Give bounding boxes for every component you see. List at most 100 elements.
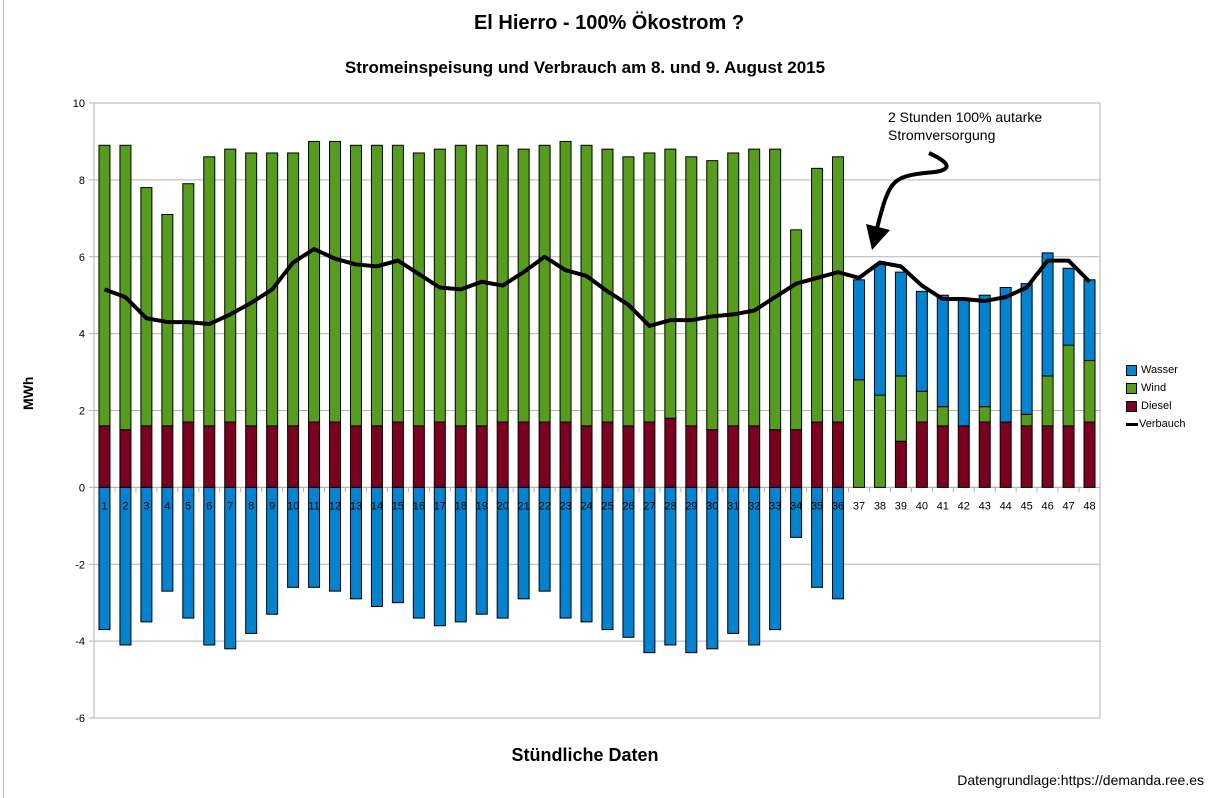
annotation-text: 2 Stunden 100% autarke Stromversorgung <box>888 108 1088 144</box>
annotation-arrow <box>874 151 949 233</box>
x-tick-label: 16 <box>413 500 425 512</box>
x-tick-label: 10 <box>287 500 299 512</box>
bar-diesel <box>832 421 845 488</box>
bar-wind <box>978 406 991 423</box>
bar-diesel <box>748 425 761 488</box>
bar-diesel <box>412 425 425 488</box>
bar-diesel <box>601 421 614 488</box>
bar-wasser <box>664 486 677 646</box>
bars <box>98 140 1096 654</box>
x-tick-label: 45 <box>1021 500 1033 512</box>
bar-wind <box>832 156 845 423</box>
x-tick-label: 23 <box>559 500 571 512</box>
x-tick-label: 21 <box>518 500 530 512</box>
x-tick-label: 40 <box>916 500 928 512</box>
bar-wind <box>894 375 907 442</box>
bar-wind <box>727 152 740 427</box>
x-tick-label: 20 <box>497 500 509 512</box>
bar-diesel <box>559 421 572 488</box>
bar-wasser <box>1083 279 1096 362</box>
x-tick-label: 1 <box>101 500 107 512</box>
bar-wasser <box>894 271 907 377</box>
x-tick-label: 17 <box>434 500 446 512</box>
bar-wasser <box>852 279 865 381</box>
bar-diesel <box>391 421 404 488</box>
bar-wind <box>685 156 698 427</box>
bar-diesel <box>538 421 551 488</box>
bar-wasser <box>433 486 446 627</box>
bar-wind <box>517 148 530 423</box>
bar-wind <box>1020 413 1033 427</box>
bar-diesel <box>308 421 321 488</box>
legend: Wasser Wind Diesel Verbauch <box>1126 361 1185 433</box>
bar-diesel <box>98 425 111 488</box>
legend-item-verbauch: Verbauch <box>1126 415 1185 433</box>
bar-diesel <box>1062 425 1075 488</box>
bar-wasser <box>790 486 803 538</box>
bar-wasser <box>203 486 216 646</box>
bar-wasser <box>811 486 824 588</box>
legend-swatch <box>1126 382 1137 394</box>
bar-wind <box>936 406 949 427</box>
x-tick-label: 11 <box>308 500 319 512</box>
bar-wind <box>811 167 824 423</box>
bar-wasser <box>622 486 635 638</box>
bar-diesel <box>580 425 593 488</box>
bar-diesel <box>727 425 740 488</box>
x-axis-label: Stündliche Daten <box>511 745 659 765</box>
bar-wind <box>706 160 719 431</box>
bar-diesel <box>643 421 656 488</box>
bar-diesel <box>287 425 300 488</box>
x-tick-label: 38 <box>874 500 886 512</box>
bar-wasser <box>873 263 886 396</box>
bar-wasser <box>475 486 488 615</box>
bar-wasser <box>287 486 300 588</box>
annotation-line-2: Stromversorgung <box>888 127 996 143</box>
y-tick-label: 0 <box>79 482 85 494</box>
x-tick-label: 3 <box>143 500 149 512</box>
bar-wasser <box>98 486 111 631</box>
bar-wind <box>370 144 383 427</box>
bar-wasser <box>978 294 991 408</box>
bar-wasser <box>559 486 572 619</box>
bar-diesel <box>370 425 383 488</box>
bar-diesel <box>182 421 195 488</box>
x-tick-label: 31 <box>727 500 739 512</box>
x-tick-label: 14 <box>371 500 383 512</box>
x-tick-label: 15 <box>392 500 404 512</box>
bar-wind <box>391 144 404 423</box>
bar-wind <box>643 152 656 423</box>
bar-wind <box>412 152 425 427</box>
x-tick-label: 19 <box>476 500 488 512</box>
bar-diesel <box>224 421 237 488</box>
x-tick-label: 44 <box>1000 500 1012 512</box>
bar-diesel <box>664 417 677 488</box>
bar-wasser <box>224 486 237 650</box>
bar-wind <box>915 390 928 423</box>
bar-wasser <box>748 486 761 646</box>
x-tick-label: 26 <box>622 500 634 512</box>
bar-diesel <box>957 425 970 488</box>
bar-wind <box>182 183 195 423</box>
bar-wind <box>538 144 551 423</box>
bar-wasser <box>245 486 258 634</box>
bar-wind <box>140 187 153 427</box>
y-tick-label: 6 <box>79 252 85 264</box>
x-tick-label: 27 <box>643 500 655 512</box>
x-tick-label: 36 <box>832 500 844 512</box>
bar-diesel <box>769 429 782 488</box>
bar-wasser <box>119 486 132 646</box>
x-tick-label: 28 <box>664 500 676 512</box>
bar-wasser <box>580 486 593 623</box>
bar-wind <box>873 394 886 488</box>
bar-diesel <box>245 425 258 488</box>
bar-wasser <box>454 486 467 623</box>
chart-title: El Hierro - 100% Ökostrom ? <box>473 12 745 34</box>
x-tick-label: 18 <box>455 500 467 512</box>
x-tick-label: 30 <box>706 500 718 512</box>
bar-wasser <box>1062 267 1075 346</box>
bar-wasser <box>685 486 698 654</box>
x-tick-label: 5 <box>185 500 191 512</box>
